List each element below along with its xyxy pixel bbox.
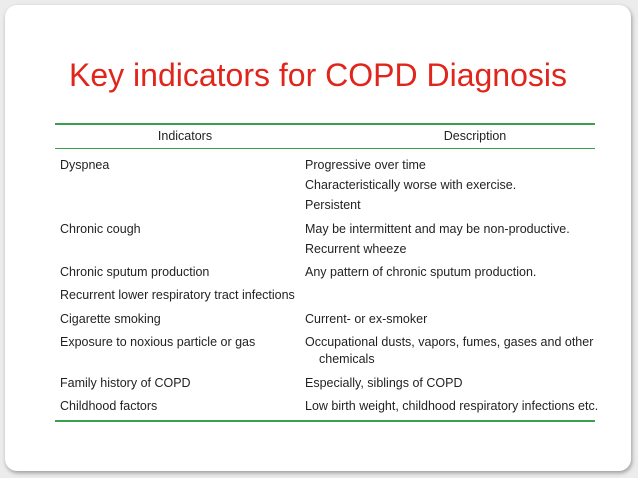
slide-title: Key indicators for COPD Diagnosis bbox=[69, 57, 567, 93]
row-childhood-indicator: Childhood factors bbox=[60, 399, 158, 413]
row-family-desc-1: Especially, siblings of COPD bbox=[305, 376, 463, 390]
row-exposure-desc-2: chemicals bbox=[319, 352, 375, 366]
row-infections-indicator: Recurrent lower respiratory tract infect… bbox=[60, 288, 295, 302]
row-cough-indicator: Chronic cough bbox=[60, 222, 141, 236]
row-cough-desc-1: May be intermittent and may be non-produ… bbox=[305, 222, 570, 236]
row-smoking-indicator: Cigarette smoking bbox=[60, 312, 161, 326]
row-sputum-desc-1: Any pattern of chronic sputum production… bbox=[305, 265, 537, 279]
row-sputum-indicator: Chronic sputum production bbox=[60, 265, 210, 279]
row-dyspnea-desc-2: Characteristically worse with exercise. bbox=[305, 178, 517, 192]
row-family-indicator: Family history of COPD bbox=[60, 376, 191, 390]
slide: Key indicators for COPD Diagnosis Indica… bbox=[5, 5, 631, 471]
row-dyspnea-indicator: Dyspnea bbox=[60, 158, 110, 172]
header-indicators: Indicators bbox=[157, 129, 213, 143]
row-cough-desc-2: Recurrent wheeze bbox=[305, 242, 407, 256]
table-bottom-rule bbox=[55, 420, 595, 422]
table-top-rule bbox=[55, 123, 595, 125]
row-dyspnea-desc-3: Persistent bbox=[305, 198, 361, 212]
row-exposure-indicator: Exposure to noxious particle or gas bbox=[60, 335, 256, 349]
row-smoking-desc-1: Current- or ex-smoker bbox=[305, 312, 428, 326]
header-description: Description bbox=[443, 129, 507, 143]
row-exposure-desc-1: Occupational dusts, vapors, fumes, gases… bbox=[305, 335, 594, 349]
table-header-rule bbox=[55, 148, 595, 149]
row-dyspnea-desc-1: Progressive over time bbox=[305, 158, 426, 172]
row-childhood-desc-1: Low birth weight, childhood respiratory … bbox=[305, 399, 599, 413]
